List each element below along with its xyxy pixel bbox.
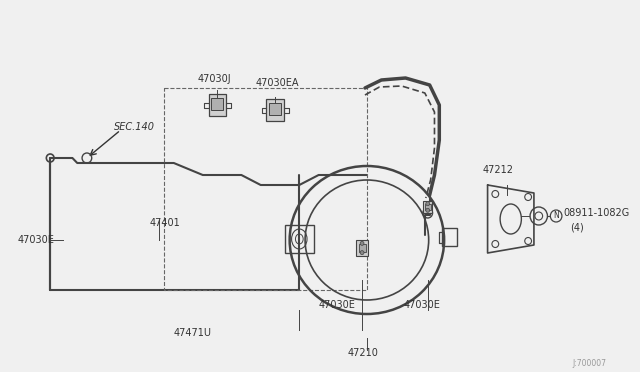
Circle shape: [360, 241, 364, 246]
Circle shape: [426, 202, 429, 206]
Text: 47030E: 47030E: [404, 300, 440, 310]
Text: (4): (4): [571, 222, 584, 232]
Bar: [356, 240, 368, 256]
Text: 47212: 47212: [483, 165, 514, 175]
Bar: [211, 98, 223, 109]
Text: N: N: [553, 211, 559, 219]
Bar: [269, 103, 281, 115]
Text: 47030E: 47030E: [17, 235, 54, 245]
Circle shape: [360, 251, 364, 255]
Text: 08911-1082G: 08911-1082G: [563, 208, 629, 218]
Text: 47471U: 47471U: [174, 328, 212, 338]
Bar: [442, 228, 457, 246]
Bar: [209, 94, 226, 116]
Bar: [266, 99, 284, 121]
Text: 47210: 47210: [348, 348, 378, 358]
Text: 47030E: 47030E: [319, 300, 355, 310]
Bar: [423, 201, 433, 213]
Circle shape: [426, 208, 429, 212]
Bar: [358, 244, 365, 252]
Text: SEC.140: SEC.140: [114, 122, 155, 132]
Text: J:700007: J:700007: [572, 359, 606, 368]
Bar: [285, 225, 314, 253]
Text: 47030J: 47030J: [198, 74, 232, 84]
Text: 47030EA: 47030EA: [256, 78, 300, 88]
Bar: [425, 204, 431, 210]
Text: 47401: 47401: [150, 218, 180, 228]
